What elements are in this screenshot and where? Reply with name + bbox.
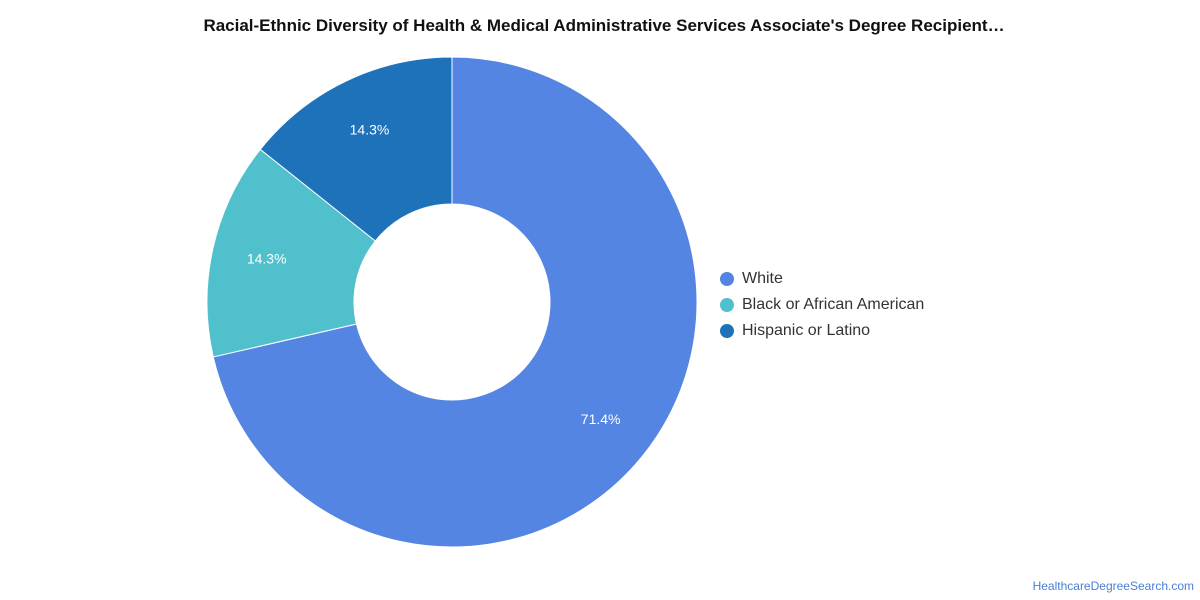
legend: White Black or African American Hispanic… [720, 266, 924, 344]
source-link[interactable]: HealthcareDegreeSearch.com [1032, 579, 1194, 593]
slice-label: 14.3% [247, 251, 287, 267]
legend-item-hispanic-or-latino[interactable]: Hispanic or Latino [720, 318, 924, 344]
legend-label: Hispanic or Latino [742, 322, 871, 339]
slice-white[interactable] [212, 56, 698, 548]
slice-label: 14.3% [350, 122, 390, 138]
slice-label: 71.4% [581, 411, 621, 427]
legend-label: White [742, 270, 783, 287]
legend-item-black-or-african-american[interactable]: Black or African American [720, 292, 924, 318]
legend-swatch [720, 272, 734, 286]
slice-black-or-african-american[interactable] [206, 148, 377, 358]
legend-swatch [720, 298, 734, 312]
legend-label: Black or African American [742, 296, 925, 313]
legend-item-white[interactable]: White [720, 266, 924, 292]
chart-title: Racial-Ethnic Diversity of Health & Medi… [203, 16, 1005, 35]
legend-swatch [720, 324, 734, 338]
slice-hispanic-or-latino[interactable] [259, 56, 453, 242]
